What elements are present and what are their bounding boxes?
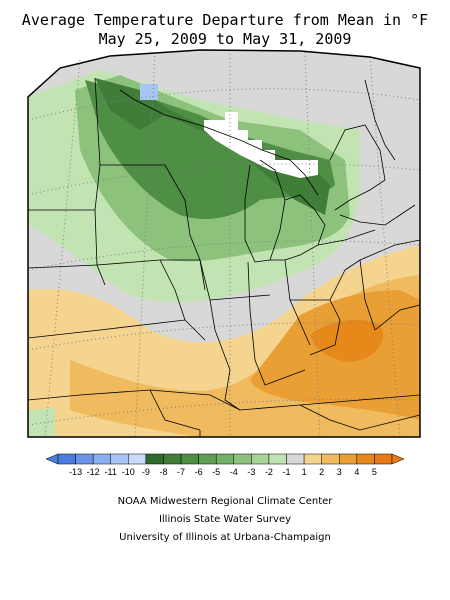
map-title-line2: May 25, 2009 to May 31, 2009 — [98, 30, 352, 48]
legend-arrow-left — [45, 453, 59, 465]
legend-tick-label: -11 — [105, 467, 117, 477]
legend-swatch — [198, 453, 217, 465]
legend-swatch — [251, 453, 270, 465]
legend-swatch — [268, 453, 287, 465]
legend-arrow-right — [391, 453, 405, 465]
legend-swatch — [321, 453, 340, 465]
legend-swatch — [180, 453, 199, 465]
legend-tick-label: 2 — [319, 467, 324, 477]
map-frame — [27, 49, 421, 438]
legend-tick-label: -7 — [177, 467, 185, 477]
legend-tick-label: -3 — [247, 467, 255, 477]
legend-tick-label: -4 — [230, 467, 238, 477]
legend-swatch — [110, 453, 129, 465]
legend-swatch — [128, 453, 147, 465]
legend-tick-label: 3 — [337, 467, 342, 477]
legend-tick-label: -12 — [87, 467, 100, 477]
legend-tick-label: -8 — [159, 467, 167, 477]
legend-swatch — [57, 453, 76, 465]
legend-swatch — [75, 453, 94, 465]
legend-swatch — [233, 453, 252, 465]
legend-swatch — [286, 453, 305, 465]
legend-tick-label: -6 — [195, 467, 203, 477]
no-data-area — [204, 112, 318, 178]
legend-tick-label: -2 — [265, 467, 273, 477]
legend-swatch — [163, 453, 182, 465]
legend-tick-label: 4 — [354, 467, 359, 477]
legend-swatch — [145, 453, 164, 465]
cool-zone-sw — [28, 408, 55, 437]
credit-line-3: University of Illinois at Urbana-Champai… — [119, 532, 331, 543]
legend-tick-label: -5 — [212, 467, 220, 477]
credit-line-2: Illinois State Water Survey — [158, 514, 292, 525]
legend-swatch — [339, 453, 358, 465]
legend-tick-label: -13 — [69, 467, 82, 477]
legend-swatch — [303, 453, 322, 465]
legend-swatch — [215, 453, 235, 465]
map-title-line1: Average Temperature Departure from Mean … — [21, 11, 429, 29]
legend-tick-label: -10 — [122, 467, 135, 477]
legend-swatch — [374, 453, 393, 465]
color-legend: -13 -12 -11 -10 -9 -8 -7 -6 -5 -4 -3 -2 -1 1 2 3 4 5 — [45, 453, 405, 477]
legend-tick-label: 5 — [372, 467, 377, 477]
legend-tick-label: -1 — [283, 467, 291, 477]
departure-shading — [28, 50, 420, 437]
legend-tick-label: -9 — [142, 467, 150, 477]
state-boundaries — [27, 77, 421, 437]
cool-zone-darkest — [95, 78, 330, 215]
credit-line-1: NOAA Midwestern Regional Climate Center — [117, 496, 333, 507]
legend-tick-label: 1 — [302, 467, 307, 477]
legend-swatch — [92, 453, 111, 465]
legend-swatch — [356, 453, 375, 465]
warm-zone-core — [310, 319, 384, 362]
